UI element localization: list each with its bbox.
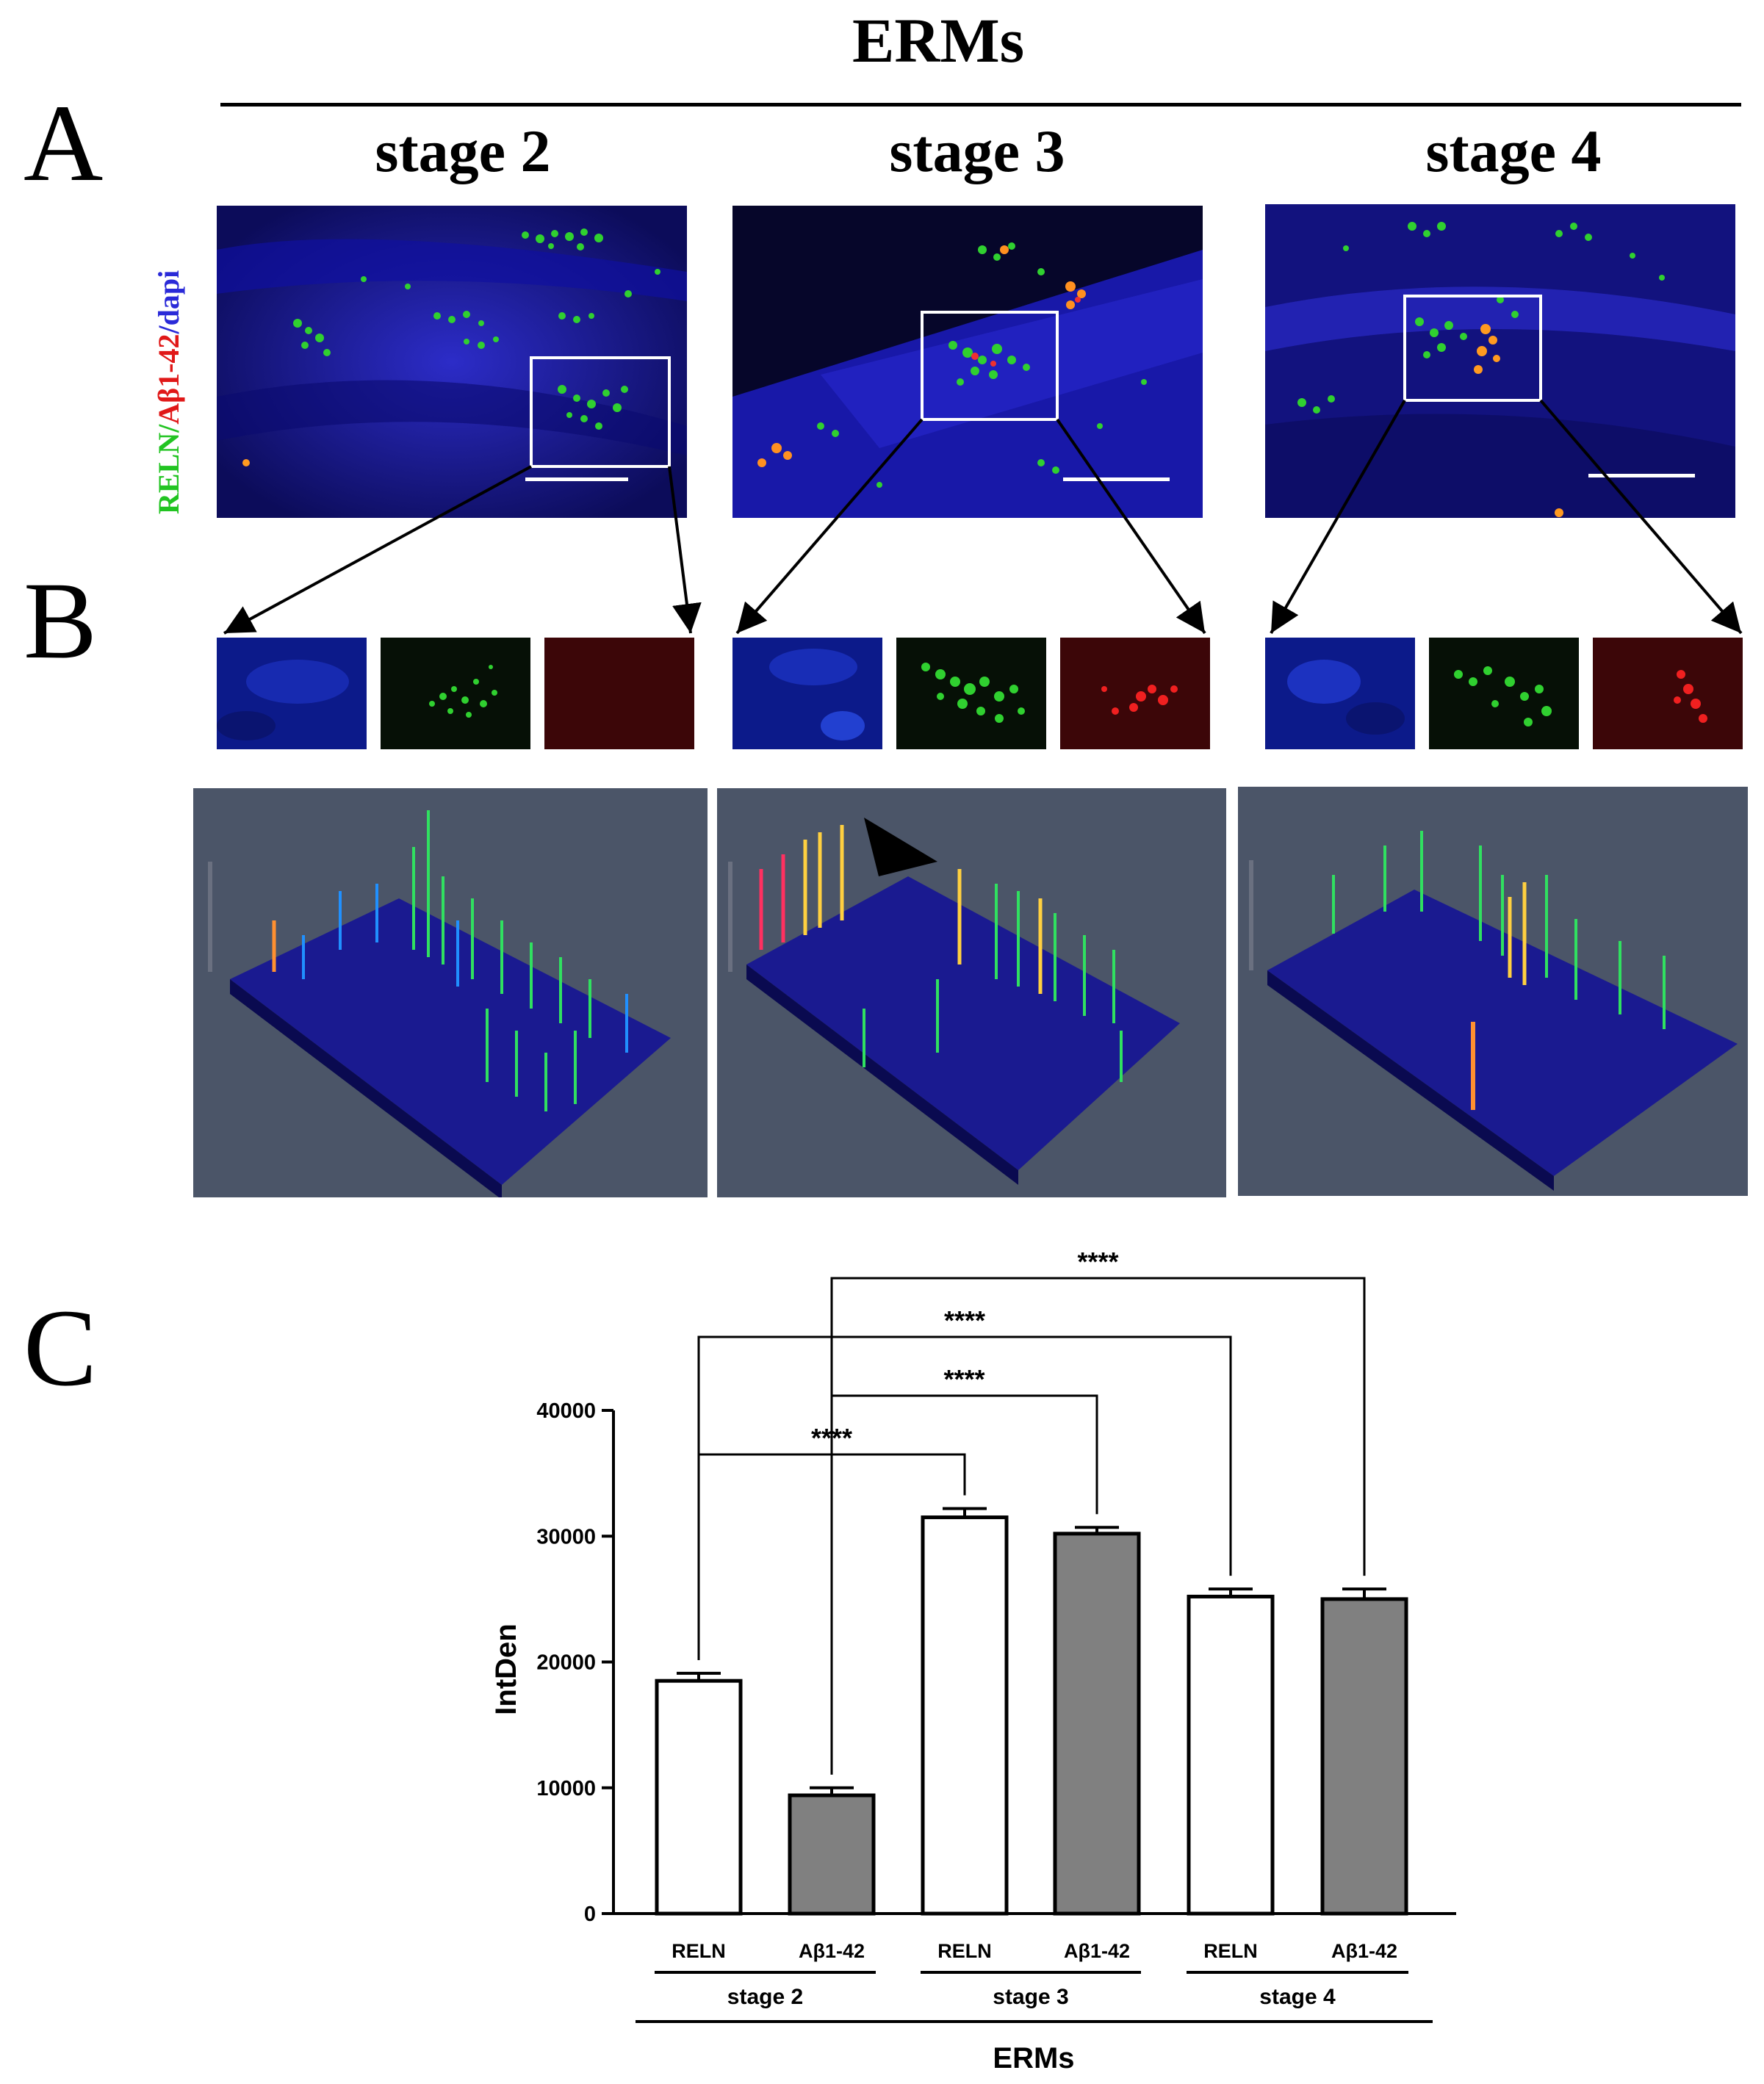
y-tick-label: 10000 [536,1777,596,1800]
stage-title-2: stage 2 [375,118,551,184]
y-tick-label: 40000 [536,1399,596,1423]
crop-stage-3-abeta [1060,638,1210,749]
figure-top-title: ERMs [852,5,1025,76]
significance-bracket-3 [830,1277,1366,1775]
crop-stage-2-reln [381,638,530,749]
category-label-2: RELN [937,1940,992,1962]
crop-stage-4-dapi [1265,638,1415,749]
crop-stage-2-abeta [544,638,694,749]
category-label-1: Aβ1-42 [799,1940,865,1962]
bar-3 [1053,1532,1141,1916]
group-label-0: stage 2 [727,1985,803,2009]
y-tick-label: 0 [584,1903,596,1926]
group-label-2: stage 4 [1259,1985,1336,2009]
crop-stage-3-reln [896,638,1046,749]
bar-chart: 0 10000 20000 30000 40000 IntDen RELN Aβ1-42 REL… [490,1247,1456,2074]
crop-stage-2-dapi [217,638,367,749]
x-axis-title: ERMs [993,2042,1074,2074]
header-rule [220,103,1741,107]
bar-2 [921,1515,1009,1916]
significance-label-1: **** [943,1364,984,1394]
bar-1 [788,1793,876,1916]
y-tick-label: 30000 [536,1525,596,1548]
zoom-connectors [223,399,1743,635]
surface-plot-stage-2 [193,788,708,1200]
category-label-4: RELN [1203,1940,1258,1962]
micrograph-stage-3 [732,206,1203,518]
stage-title-4: stage 4 [1425,118,1602,184]
bar-4 [1187,1594,1275,1916]
significance-label-3: **** [1077,1247,1118,1277]
panel-label-a: A [24,82,104,204]
group-label-1: stage 3 [993,1985,1068,2009]
category-label-5: Aβ1-42 [1331,1940,1397,1962]
y-tick-label: 20000 [536,1651,596,1675]
stage-title-3: stage 3 [889,118,1065,184]
y-axis-title: IntDen [490,1623,522,1715]
crop-stage-4-reln [1429,638,1579,749]
crop-stage-3-dapi [732,638,882,749]
significance-bracket-2 [697,1335,1232,1660]
panel-label-b: B [24,560,98,682]
crop-stage-4-abeta [1593,638,1743,749]
category-label-0: RELN [672,1940,726,1962]
surface-plot-stage-3 [717,788,1226,1197]
bar-0 [655,1679,743,1916]
category-label-3: Aβ1-42 [1064,1940,1130,1962]
bar-5 [1320,1597,1408,1916]
significance-label-2: **** [944,1305,985,1335]
surface-plot-stage-4 [1238,787,1748,1196]
micrograph-stage-2 [217,206,687,518]
panel-label-c: C [24,1287,98,1409]
